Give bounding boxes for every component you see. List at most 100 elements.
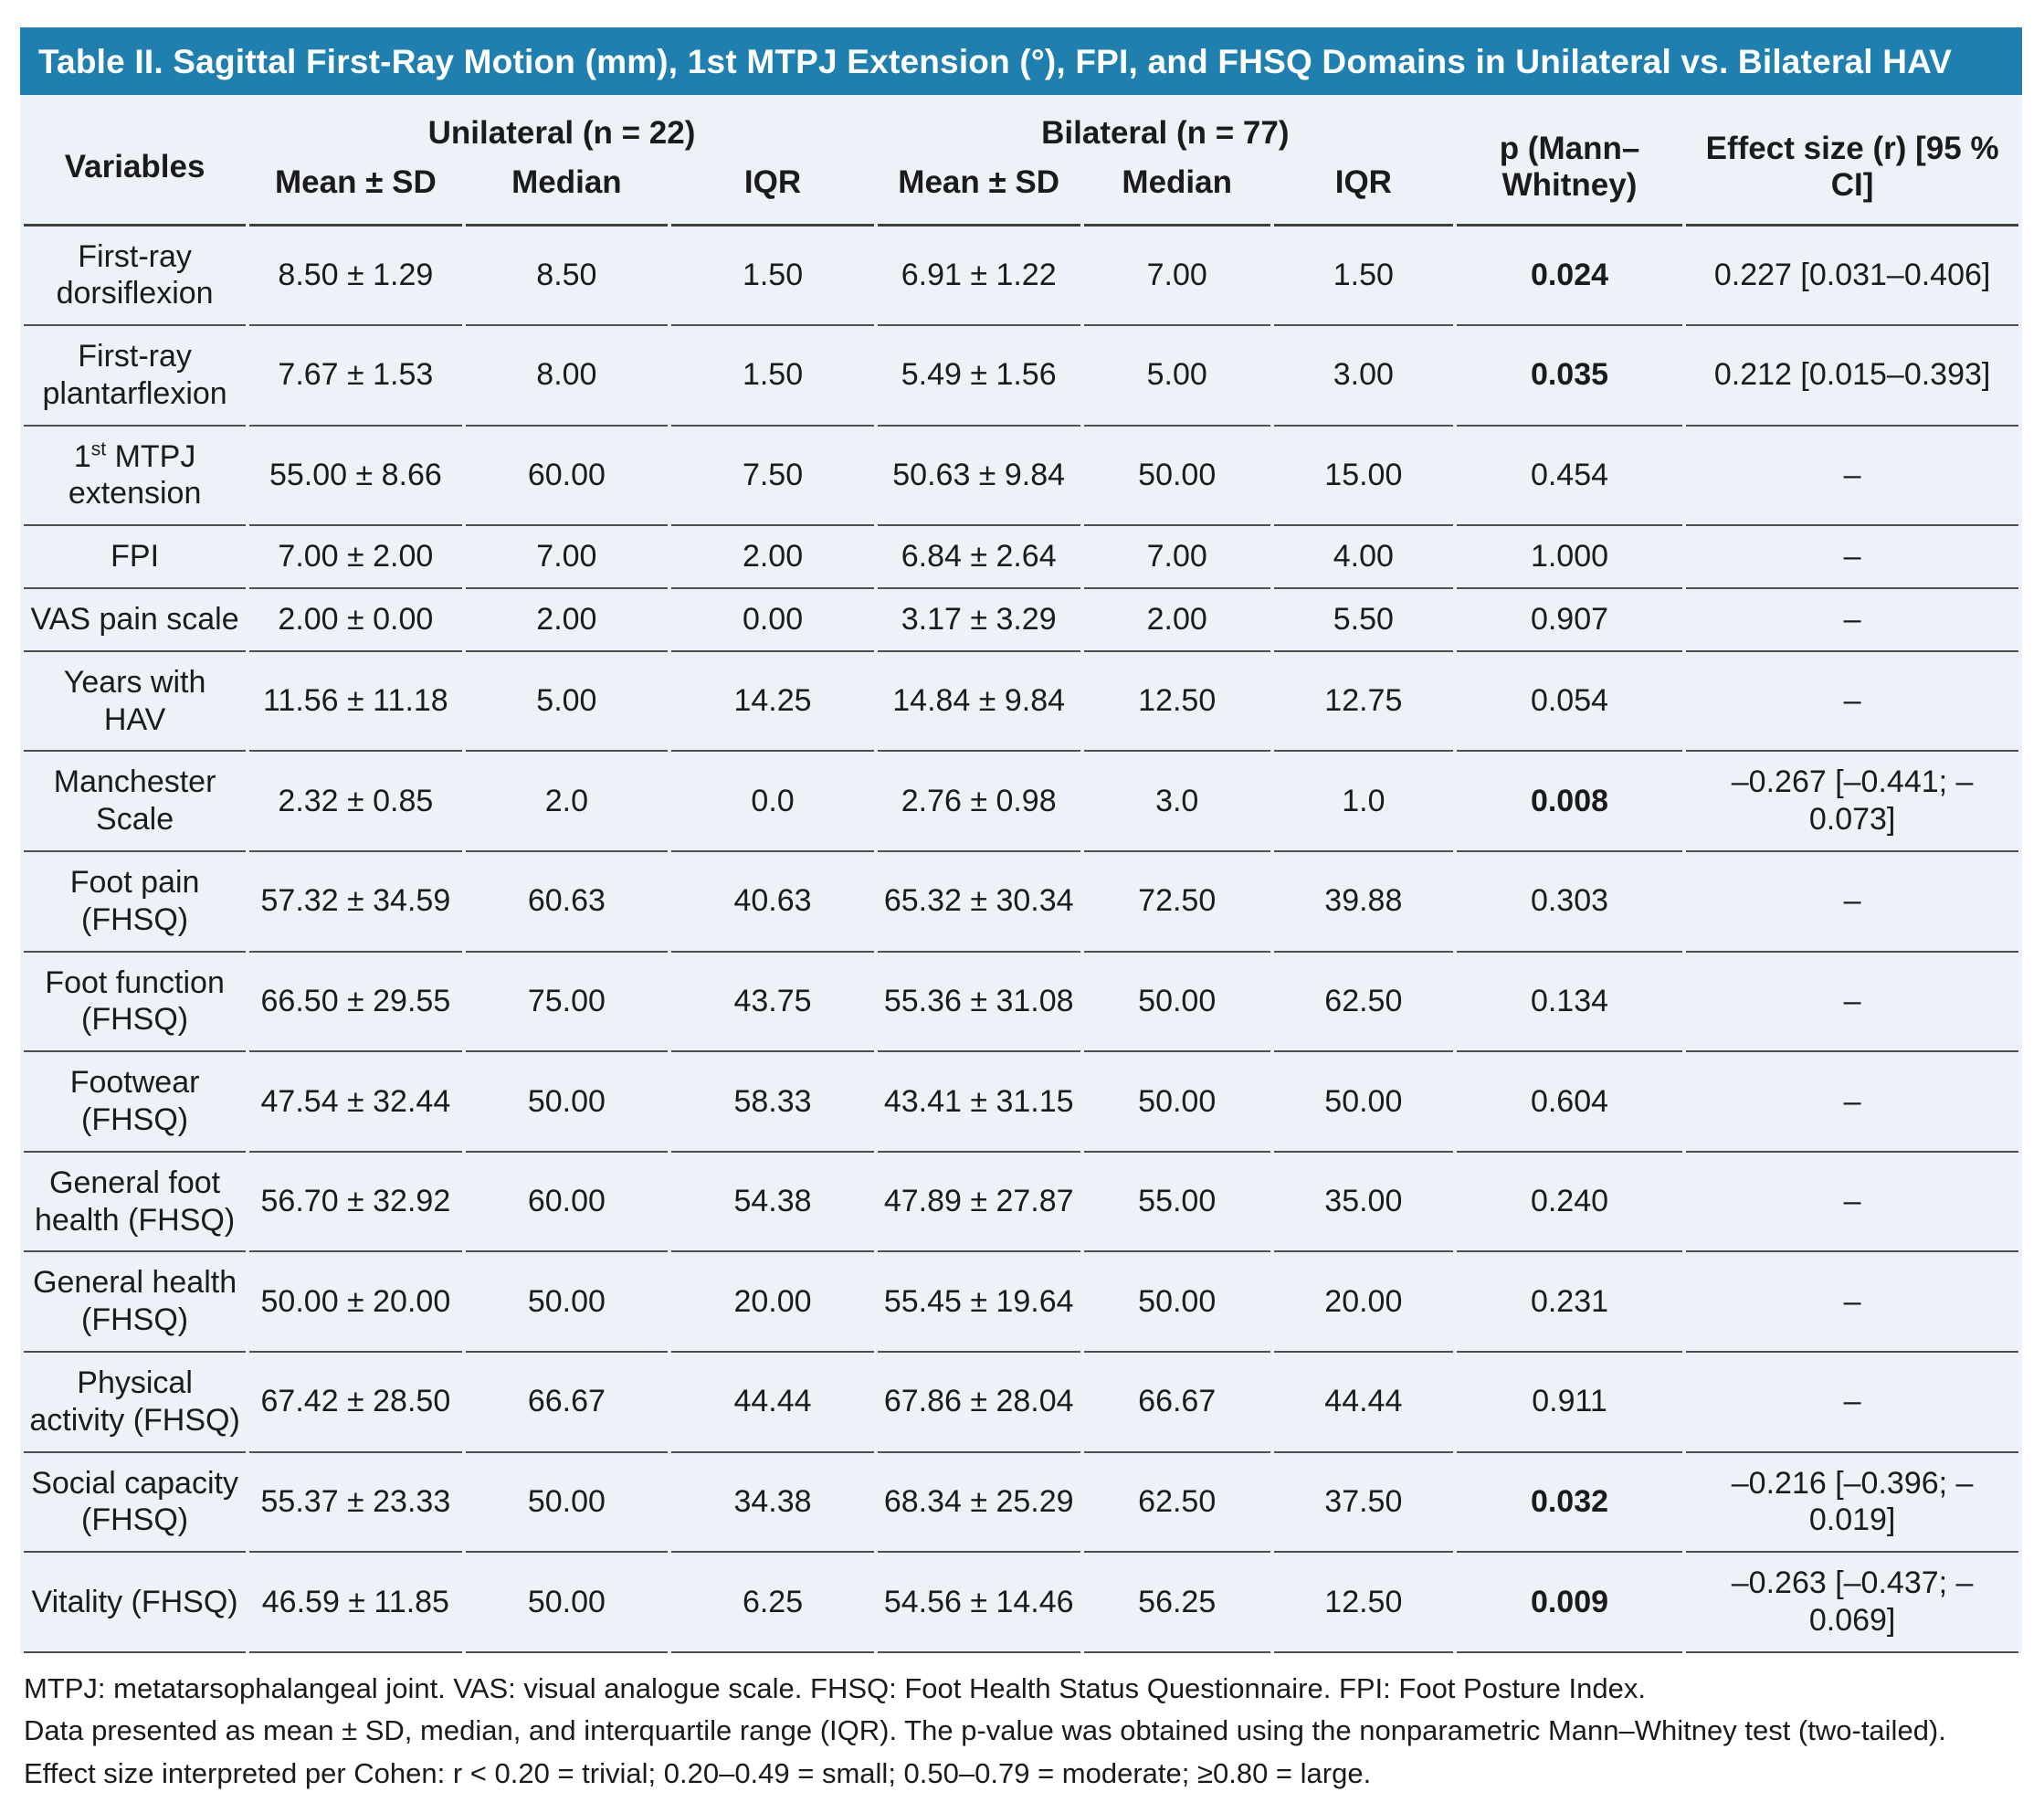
bi-mean-sd-cell: 67.86 ± 28.04 bbox=[877, 1353, 1080, 1453]
variable-cell: VAS pain scale bbox=[24, 589, 247, 652]
uni-mean-sd-cell: 67.42 ± 28.50 bbox=[249, 1353, 462, 1453]
bi-iqr-cell: 39.88 bbox=[1273, 852, 1453, 953]
p-value-cell: 0.008 bbox=[1456, 752, 1683, 853]
bi-mean-sd-cell: 54.56 ± 14.46 bbox=[877, 1553, 1080, 1653]
uni-median-cell: 8.00 bbox=[465, 326, 669, 427]
bi-median-cell: 50.00 bbox=[1083, 1252, 1270, 1354]
uni-median-cell: 2.0 bbox=[465, 752, 669, 853]
uni-iqr-cell: 0.00 bbox=[671, 589, 874, 652]
p-value-cell: 0.911 bbox=[1456, 1353, 1683, 1453]
uni-median-cell: 50.00 bbox=[465, 1252, 669, 1354]
bi-mean-sd-cell: 50.63 ± 9.84 bbox=[877, 427, 1080, 527]
uni-iqr-cell: 20.00 bbox=[671, 1252, 874, 1354]
p-value-cell: 0.035 bbox=[1456, 326, 1683, 427]
table-row: VAS pain scale 2.00 ± 0.00 2.00 0.00 3.17 ± … bbox=[24, 589, 2018, 652]
uni-median-cell: 60.00 bbox=[465, 427, 669, 527]
effect-size-cell: – bbox=[1686, 652, 2018, 753]
column-header-variables: Variables bbox=[24, 95, 247, 227]
p-value-cell: 0.240 bbox=[1456, 1153, 1683, 1253]
bi-mean-sd-cell: 3.17 ± 3.29 bbox=[877, 589, 1080, 652]
bi-median-cell: 56.25 bbox=[1083, 1553, 1270, 1653]
uni-median-cell: 50.00 bbox=[465, 1553, 669, 1653]
column-header-bi-median: Median bbox=[1083, 155, 1270, 227]
uni-mean-sd-cell: 50.00 ± 20.00 bbox=[249, 1252, 462, 1354]
uni-median-cell: 5.00 bbox=[465, 652, 669, 753]
p-value-cell: 0.303 bbox=[1456, 852, 1683, 953]
variable-cell: Physical activity (FHSQ) bbox=[24, 1353, 247, 1453]
table-row: Social capacity (FHSQ) 55.37 ± 23.33 50.00… bbox=[24, 1453, 2018, 1554]
effect-size-cell: – bbox=[1686, 526, 2018, 590]
table-row: FPI 7.00 ± 2.00 7.00 2.00 6.84 ± 2.64 7.00 4.0… bbox=[24, 526, 2018, 590]
effect-size-cell: –0.267 [–0.441; –0.073] bbox=[1686, 752, 2018, 853]
effect-size-cell: –0.216 [–0.396; –0.019] bbox=[1686, 1453, 2018, 1554]
uni-iqr-cell: 0.0 bbox=[671, 752, 874, 853]
uni-median-cell: 8.50 bbox=[465, 227, 669, 327]
uni-iqr-cell: 40.63 bbox=[671, 852, 874, 953]
uni-median-cell: 50.00 bbox=[465, 1052, 669, 1153]
table-row: Manchester Scale 2.32 ± 0.85 2.0 0.0 2.76 ± … bbox=[24, 752, 2018, 853]
bi-iqr-cell: 4.00 bbox=[1273, 526, 1453, 590]
column-header-uni-iqr: IQR bbox=[671, 155, 874, 227]
bi-median-cell: 62.50 bbox=[1083, 1453, 1270, 1554]
effect-size-cell: – bbox=[1686, 1353, 2018, 1453]
bi-median-cell: 66.67 bbox=[1083, 1353, 1270, 1453]
effect-size-cell: – bbox=[1686, 1252, 2018, 1354]
bi-iqr-cell: 15.00 bbox=[1273, 427, 1453, 527]
header-group-row: Variables Unilateral (n = 22) Bilateral … bbox=[24, 95, 2018, 227]
bi-iqr-cell: 1.50 bbox=[1273, 227, 1453, 327]
uni-iqr-cell: 58.33 bbox=[671, 1052, 874, 1153]
uni-iqr-cell: 54.38 bbox=[671, 1153, 874, 1253]
bi-iqr-cell: 50.00 bbox=[1273, 1052, 1453, 1153]
uni-iqr-cell: 43.75 bbox=[671, 953, 874, 1053]
variable-cell: Footwear (FHSQ) bbox=[24, 1052, 247, 1153]
uni-median-cell: 2.00 bbox=[465, 589, 669, 652]
bi-mean-sd-cell: 14.84 ± 9.84 bbox=[877, 652, 1080, 753]
footnote-methods: Data presented as mean ± SD, median, and… bbox=[24, 1714, 1946, 1789]
table-row: General foot health (FHSQ) 56.70 ± 32.92 6… bbox=[24, 1153, 2018, 1253]
p-value-cell: 0.454 bbox=[1456, 427, 1683, 527]
variable-cell: Foot function (FHSQ) bbox=[24, 953, 247, 1053]
bi-mean-sd-cell: 55.45 ± 19.64 bbox=[877, 1252, 1080, 1354]
uni-median-cell: 50.00 bbox=[465, 1453, 669, 1554]
variable-cell: General health (FHSQ) bbox=[24, 1252, 247, 1354]
variable-cell: 1st MTPJ extension bbox=[24, 427, 247, 527]
effect-size-cell: – bbox=[1686, 953, 2018, 1053]
bi-iqr-cell: 35.00 bbox=[1273, 1153, 1453, 1253]
results-table: Variables Unilateral (n = 22) Bilateral … bbox=[20, 95, 2022, 1653]
bi-iqr-cell: 20.00 bbox=[1273, 1252, 1453, 1354]
column-header-uni-mean-sd: Mean ± SD bbox=[249, 155, 462, 227]
uni-iqr-cell: 1.50 bbox=[671, 227, 874, 327]
table-row: General health (FHSQ) 50.00 ± 20.00 50.00 2… bbox=[24, 1252, 2018, 1354]
effect-size-cell: 0.212 [0.015–0.393] bbox=[1686, 326, 2018, 427]
uni-mean-sd-cell: 66.50 ± 29.55 bbox=[249, 953, 462, 1053]
uni-mean-sd-cell: 55.00 ± 8.66 bbox=[249, 427, 462, 527]
uni-mean-sd-cell: 7.00 ± 2.00 bbox=[249, 526, 462, 590]
effect-size-cell: – bbox=[1686, 1153, 2018, 1253]
bi-iqr-cell: 5.50 bbox=[1273, 589, 1453, 652]
bi-median-cell: 7.00 bbox=[1083, 227, 1270, 327]
footnote-abbreviations: MTPJ: metatarsophalangeal joint. VAS: vi… bbox=[24, 1671, 1646, 1704]
bi-iqr-cell: 62.50 bbox=[1273, 953, 1453, 1053]
uni-iqr-cell: 44.44 bbox=[671, 1353, 874, 1453]
bi-median-cell: 55.00 bbox=[1083, 1153, 1270, 1253]
table-row: First-ray dorsiflexion 8.50 ± 1.29 8.50 1.5… bbox=[24, 227, 2018, 327]
uni-iqr-cell: 1.50 bbox=[671, 326, 874, 427]
p-value-cell: 0.604 bbox=[1456, 1052, 1683, 1153]
uni-mean-sd-cell: 2.32 ± 0.85 bbox=[249, 752, 462, 853]
bi-iqr-cell: 3.00 bbox=[1273, 326, 1453, 427]
variable-cell: Years with HAV bbox=[24, 652, 247, 753]
p-value-cell: 0.907 bbox=[1456, 589, 1683, 652]
table-title: Table II. Sagittal First-Ray Motion (mm)… bbox=[38, 43, 1953, 80]
bi-median-cell: 2.00 bbox=[1083, 589, 1270, 652]
uni-median-cell: 60.00 bbox=[465, 1153, 669, 1253]
variable-cell: Foot pain (FHSQ) bbox=[24, 852, 247, 953]
uni-mean-sd-cell: 47.54 ± 32.44 bbox=[249, 1052, 462, 1153]
variable-cell: General foot health (FHSQ) bbox=[24, 1153, 247, 1253]
p-value-cell: 0.231 bbox=[1456, 1252, 1683, 1354]
column-header-effect-size: Effect size (r) [95 % CI] bbox=[1686, 95, 2018, 227]
effect-size-cell: – bbox=[1686, 852, 2018, 953]
uni-mean-sd-cell: 2.00 ± 0.00 bbox=[249, 589, 462, 652]
table-row: Foot function (FHSQ) 66.50 ± 29.55 75.00 43… bbox=[24, 953, 2018, 1053]
header-sub-row: Mean ± SD Median IQR Mean ± SD Median IQ… bbox=[24, 155, 2018, 227]
